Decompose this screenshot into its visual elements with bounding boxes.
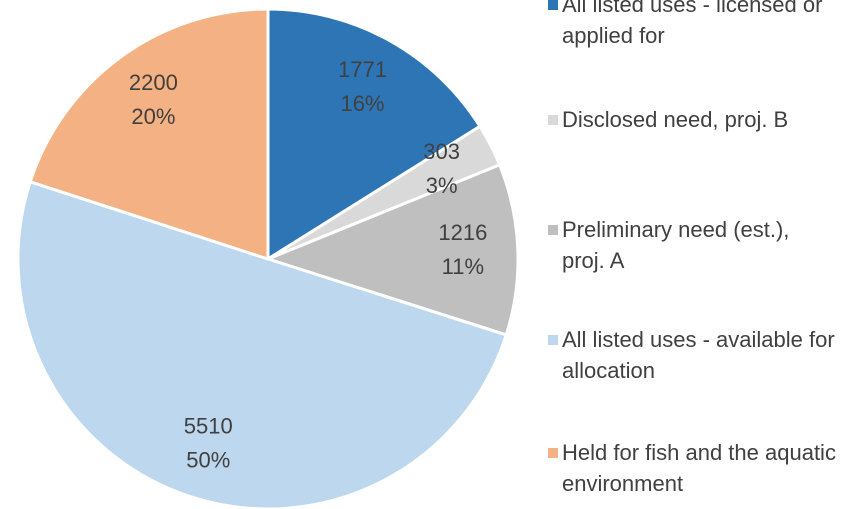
value-label: 1771	[338, 57, 387, 82]
legend-swatch	[548, 225, 558, 235]
pie-slice	[266, 7, 482, 262]
legend-item: All listed uses - available for allocati…	[548, 324, 838, 386]
legend-swatch	[548, 115, 558, 125]
pie-slice	[28, 7, 270, 262]
legend-label: All listed uses - available for allocati…	[562, 327, 835, 383]
pie-slice	[16, 179, 509, 509]
pie-slice	[263, 162, 520, 337]
percent-label: 11%	[442, 254, 484, 279]
legend-item: Disclosed need, proj. B	[548, 104, 838, 135]
percent-label: 3%	[426, 173, 458, 198]
percent-label: 50%	[186, 447, 230, 472]
legend-label: Held for fish and the aquatic environmen…	[562, 440, 836, 496]
legend-swatch	[548, 448, 558, 458]
legend-label: Disclosed need, proj. B	[562, 107, 789, 132]
value-label: 303	[423, 139, 460, 164]
percent-label: 16%	[340, 91, 384, 116]
value-label: 5510	[184, 413, 233, 438]
legend-item: Held for fish and the aquatic environmen…	[548, 437, 838, 499]
percent-label: 20%	[131, 104, 175, 129]
legend-label: Preliminary need (est.), proj. A	[562, 217, 790, 273]
legend-swatch	[548, 335, 558, 345]
value-label: 1216	[438, 220, 487, 245]
value-label: 2200	[129, 70, 178, 95]
legend-item: Preliminary need (est.), proj. A	[548, 214, 838, 276]
legend-item: All listed uses - licensed or applied fo…	[548, 0, 838, 51]
legend-swatch	[548, 0, 558, 10]
legend-label: All listed uses - licensed or applied fo…	[562, 0, 823, 48]
